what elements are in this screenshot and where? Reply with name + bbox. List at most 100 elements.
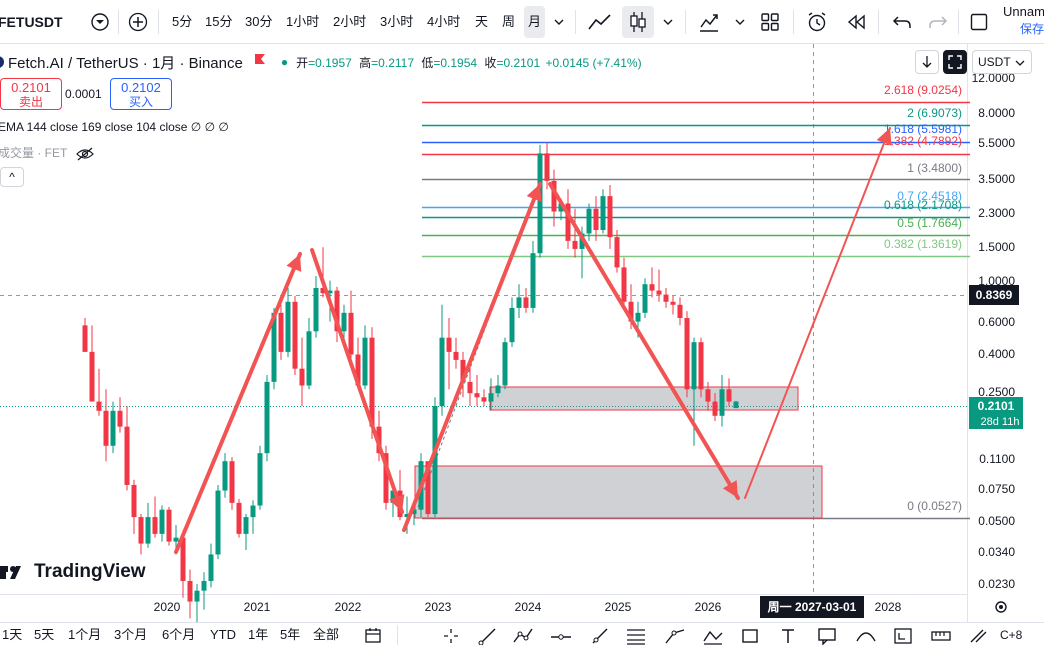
tradingview-logo[interactable]: TradingView — [0, 560, 146, 584]
trend-line-icon[interactable] — [478, 627, 498, 646]
candle-body-91 — [719, 389, 725, 416]
range-1d[interactable]: 1天 — [2, 627, 23, 642]
range-5y[interactable]: 5年 — [280, 627, 301, 642]
compare-plus-icon[interactable] — [128, 12, 148, 32]
tf-30m[interactable]: 30分 — [245, 14, 273, 29]
price-tick-13: 0.0340 — [978, 545, 1015, 559]
candle-body-25 — [257, 453, 263, 506]
price-tick-5: 1.5000 — [978, 240, 1015, 254]
candle-body-83 — [663, 294, 669, 302]
tf-15m[interactable]: 15分 — [205, 14, 233, 29]
time-tick-7: 2028 — [875, 600, 902, 614]
currency-label: USDT — [978, 55, 1011, 69]
tf-1m-active[interactable]: 月 — [524, 6, 546, 38]
undo-icon[interactable] — [892, 13, 912, 31]
layouts-grid-icon[interactable] — [760, 12, 780, 32]
pitchfork-icon[interactable] — [512, 626, 534, 644]
snapshot-icon[interactable] — [943, 50, 967, 74]
candle-body-44 — [390, 490, 396, 503]
measure-ruler-icon[interactable] — [930, 627, 952, 645]
tf-1w[interactable]: 周 — [502, 14, 516, 29]
callout-icon[interactable] — [817, 627, 837, 646]
fullscreen-square-icon[interactable] — [970, 13, 988, 31]
tf-4h[interactable]: 4小时 — [427, 14, 461, 29]
price-chart[interactable]: 12.0000 8.0000 5.5000 3.5000 2.3000 1.5000 1.0… — [0, 44, 1044, 622]
eraser-brush-icon[interactable] — [968, 627, 990, 645]
ema-indicator-legend[interactable]: EMA 144 close 169 close 104 close ∅ ∅ ∅ — [0, 120, 229, 134]
candlestick-chart-type-icon[interactable] — [622, 6, 654, 38]
range-1m[interactable]: 1个月 — [68, 627, 102, 642]
symbol-search[interactable]: FETUSDT — [0, 14, 63, 30]
add-symbol-icon[interactable] — [90, 12, 110, 32]
low-value: =0.1954 — [433, 55, 478, 70]
candle-body-53 — [453, 351, 459, 360]
redo-icon[interactable] — [928, 13, 948, 31]
crosshair-price-label: 0.8369 — [976, 288, 1013, 302]
drawing-cursor-icon[interactable] — [442, 627, 460, 645]
long-position-icon[interactable] — [893, 627, 913, 645]
horizontal-line-icon[interactable] — [550, 628, 572, 644]
fib-retracement-icon[interactable] — [625, 627, 647, 645]
chart-type-chevron-down-icon[interactable] — [662, 16, 674, 28]
range-5d[interactable]: 5天 — [34, 627, 55, 642]
curve-tool-icon[interactable] — [855, 627, 877, 645]
candle-body-64 — [530, 253, 536, 308]
candle-body-36 — [334, 290, 340, 332]
sell-button[interactable]: 0.2101 卖出 — [0, 78, 62, 110]
alert-clock-icon[interactable] — [806, 11, 828, 33]
hide-eye-icon[interactable] — [76, 147, 95, 161]
tf-1h[interactable]: 1小时 — [286, 14, 320, 29]
replay-rewind-icon[interactable] — [846, 13, 866, 31]
candle-body-72 — [586, 208, 592, 234]
text-tool-icon[interactable] — [779, 627, 797, 645]
tf-5m[interactable]: 5分 — [172, 14, 193, 29]
candle-body-81 — [649, 284, 655, 291]
candle-body-14 — [180, 537, 186, 581]
date-range-calendar-icon[interactable] — [364, 627, 382, 643]
flag-icon[interactable] — [253, 53, 267, 71]
chart-pane[interactable]: 12.0000 8.0000 5.5000 3.5000 2.3000 1.5000 1.0… — [0, 44, 1044, 622]
currency-select[interactable]: USDT — [972, 50, 1032, 74]
buy-button[interactable]: 0.2102 买入 — [110, 78, 172, 110]
candle-body-52 — [446, 337, 452, 352]
range-ytd[interactable]: YTD — [210, 627, 236, 642]
tf-2h[interactable]: 2小时 — [333, 14, 367, 29]
indicators-icon[interactable] — [698, 11, 720, 33]
support-zone-lower — [414, 465, 823, 519]
more-tools-button[interactable]: C+8 — [1000, 628, 1023, 642]
candle-body-31 — [299, 368, 305, 386]
range-all[interactable]: 全部 — [313, 627, 340, 642]
download-arrow-icon[interactable] — [915, 50, 939, 74]
range-6m[interactable]: 6个月 — [162, 627, 196, 642]
tf-1d[interactable]: 天 — [475, 14, 489, 29]
candle-body-5 — [117, 410, 123, 427]
fib-level-label-6: 0.618 (2.1708) — [884, 198, 962, 212]
fib-level-label-4: 1 (3.4800) — [907, 161, 962, 175]
layout-name[interactable]: Unnam — [1003, 4, 1044, 19]
save-button[interactable]: 保存 — [1020, 22, 1044, 36]
candle-body-16 — [194, 590, 200, 602]
logo-text: TradingView — [34, 561, 146, 582]
price-tick-14: 0.0230 — [978, 577, 1015, 591]
volume-indicator-legend[interactable]: 成交量 · FET — [0, 144, 95, 161]
tf-3h[interactable]: 3小时 — [380, 14, 414, 29]
rectangle-tool-icon[interactable] — [740, 627, 760, 645]
indicators-chevron-down-icon[interactable] — [734, 16, 746, 28]
line-chart-type-icon[interactable] — [588, 12, 612, 32]
low-label: 低 — [421, 55, 434, 70]
candle-body-2 — [96, 401, 102, 411]
candle-body-49 — [425, 461, 431, 515]
range-1y[interactable]: 1年 — [248, 627, 269, 642]
fib-level-label-9: 0 (0.0527) — [907, 499, 962, 513]
range-3m[interactable]: 3个月 — [114, 627, 148, 642]
path-tool-icon[interactable] — [664, 627, 686, 645]
ray-icon[interactable] — [590, 627, 610, 645]
symbol-title[interactable]: Fetch.AI / TetherUS · 1月 · Binance — [8, 54, 243, 72]
collapse-legend-button[interactable]: ^ — [0, 167, 24, 187]
xabcd-pattern-icon[interactable] — [702, 627, 724, 645]
candle-body-41 — [369, 337, 375, 427]
open-value: =0.1957 — [308, 55, 352, 70]
timeframe-chevron-down-icon[interactable] — [553, 16, 565, 28]
candle-body-32 — [306, 331, 312, 386]
fib-level-label-0: 2.618 (9.0254) — [884, 83, 962, 97]
